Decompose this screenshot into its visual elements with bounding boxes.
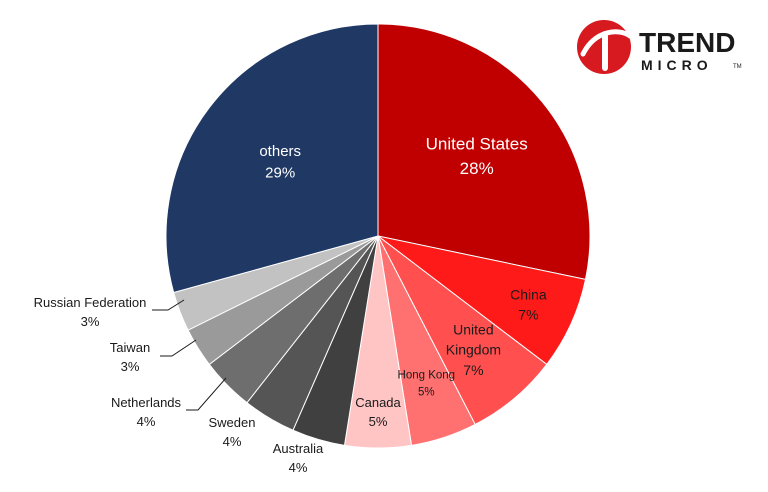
slice-label-russian-federation: Russian Federation 3% [34,295,147,329]
trend-micro-logo: TREND MICRO TM [575,18,755,78]
logo-micro-text: MICRO [641,57,713,73]
slice-label-taiwan: Taiwan 3% [110,340,150,374]
logo-ball-icon [577,20,633,74]
slice-label-hong-kong: Hong Kong 5% [398,370,456,399]
slice-label-china: China 7% [510,286,547,322]
slice-label-united-kingdom: United Kingdom 7% [446,321,501,378]
logo-trend-text: TREND [639,27,735,58]
slice-label-sweden: Sweden 4% [209,415,256,449]
slice-label-netherlands: Netherlands 4% [111,395,182,429]
slice-label-canada: Canada 5% [355,395,401,429]
pie-slices [165,23,591,449]
slice-label-others: others 29% [259,143,301,182]
pie-slice-united-states [377,23,591,281]
leader-lines [152,299,227,411]
pie-slice-others [165,23,379,294]
leader-line-russian-federation [152,299,185,311]
leader-line-taiwan [160,339,197,357]
slice-label-australia: Australia 4% [273,441,324,475]
leader-line-netherlands [186,377,227,411]
slice-labels: United States 28% China 7%United Kingdom 7%Ho… [34,134,547,475]
logo-tm-text: TM [733,64,742,70]
slice-label-united-states: United States 28% [426,134,528,178]
